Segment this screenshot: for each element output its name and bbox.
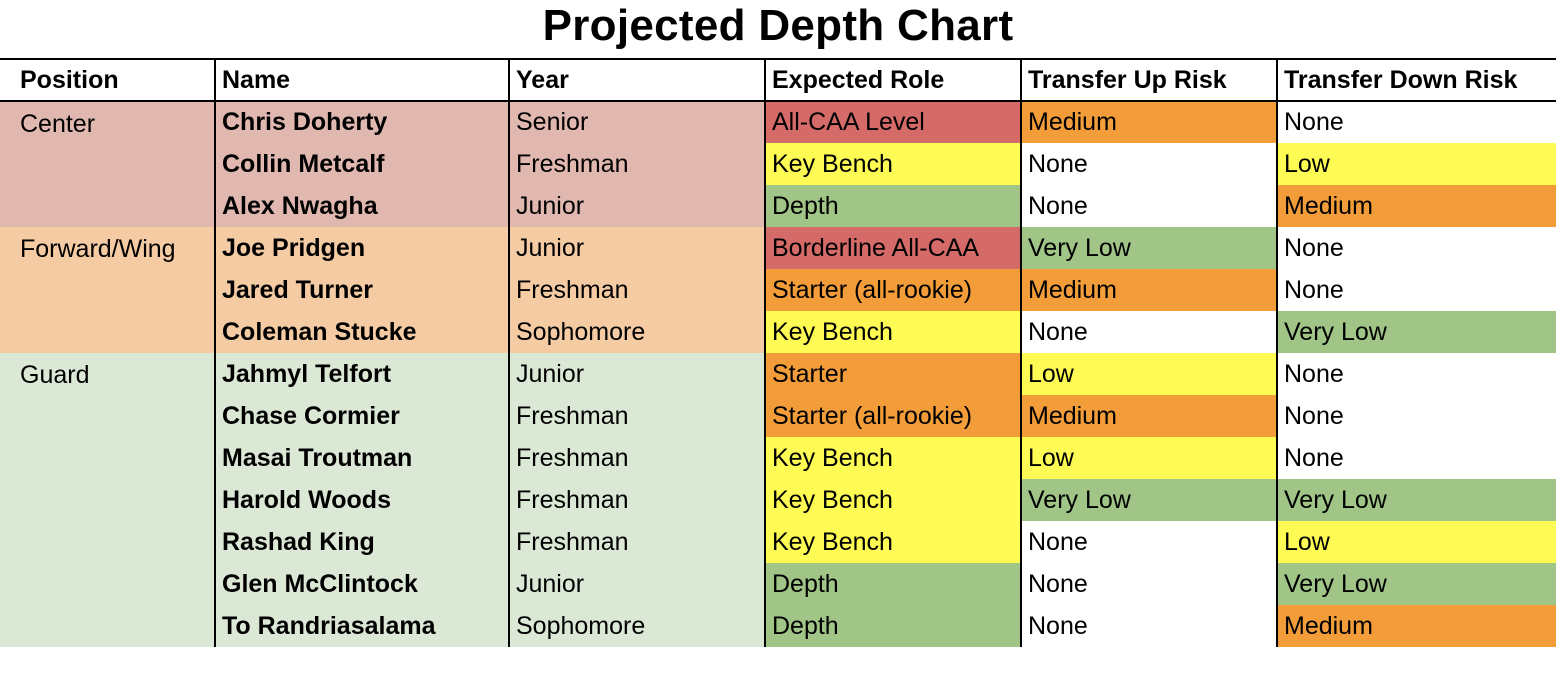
transfer-down-risk-cell[interactable]: None [1276, 437, 1556, 479]
table-row: Glen McClintock Junior Depth None Very Low [0, 563, 1556, 605]
year-cell[interactable]: Junior [508, 563, 765, 605]
position-group-cell[interactable]: Center [0, 101, 215, 227]
table-row: Rashad King Freshman Key Bench None Low [0, 521, 1556, 563]
transfer-up-risk-cell[interactable]: Low [1020, 353, 1277, 395]
expected-role-cell[interactable]: Key Bench [764, 521, 1021, 563]
header-row: Position Name Year Expected Role Transfe… [0, 58, 1556, 102]
player-name-cell[interactable]: Alex Nwagha [214, 185, 509, 227]
expected-role-cell[interactable]: Key Bench [764, 479, 1021, 521]
header-expected-role[interactable]: Expected Role [764, 58, 1021, 102]
expected-role-cell[interactable]: Starter (all-rookie) [764, 269, 1021, 311]
depth-chart-table: Position Name Year Expected Role Transfe… [0, 58, 1556, 647]
header-transfer-down-risk[interactable]: Transfer Down Risk [1276, 58, 1556, 102]
year-cell[interactable]: Senior [508, 101, 765, 143]
position-group-cell[interactable]: Guard [0, 353, 215, 647]
transfer-down-risk-cell[interactable]: None [1276, 269, 1556, 311]
transfer-down-risk-cell[interactable]: Very Low [1276, 311, 1556, 353]
page-title: Projected Depth Chart [542, 1, 1014, 50]
table-row: Jared Turner Freshman Starter (all-rookie)… [0, 269, 1556, 311]
expected-role-cell[interactable]: Depth [764, 563, 1021, 605]
transfer-up-risk-cell[interactable]: Medium [1020, 269, 1277, 311]
transfer-up-risk-cell[interactable]: Very Low [1020, 227, 1277, 269]
year-cell[interactable]: Sophomore [508, 311, 765, 353]
expected-role-cell[interactable]: Starter [764, 353, 1021, 395]
year-cell[interactable]: Sophomore [508, 605, 765, 647]
table-row: Chase Cormier Freshman Starter (all-rookie… [0, 395, 1556, 437]
transfer-up-risk-cell[interactable]: Very Low [1020, 479, 1277, 521]
player-name-cell[interactable]: Chase Cormier [214, 395, 509, 437]
table-row: Masai Troutman Freshman Key Bench Low None [0, 437, 1556, 479]
table-row: To Randriasalama Sophomore Depth None Medium [0, 605, 1556, 647]
transfer-up-risk-cell[interactable]: None [1020, 605, 1277, 647]
transfer-down-risk-cell[interactable]: Low [1276, 143, 1556, 185]
table-body: Center Chris Doherty Senior All-CAA Level Me… [0, 101, 1556, 647]
year-cell[interactable]: Freshman [508, 521, 765, 563]
year-cell[interactable]: Freshman [508, 269, 765, 311]
transfer-down-risk-cell[interactable]: Medium [1276, 605, 1556, 647]
position-group-cell[interactable]: Forward/Wing [0, 227, 215, 353]
year-cell[interactable]: Freshman [508, 437, 765, 479]
transfer-down-risk-cell[interactable]: Very Low [1276, 563, 1556, 605]
player-name-cell[interactable]: To Randriasalama [214, 605, 509, 647]
expected-role-cell[interactable]: All-CAA Level [764, 101, 1021, 143]
transfer-up-risk-cell[interactable]: Medium [1020, 101, 1277, 143]
transfer-down-risk-cell[interactable]: None [1276, 227, 1556, 269]
expected-role-cell[interactable]: Key Bench [764, 143, 1021, 185]
expected-role-cell[interactable]: Depth [764, 605, 1021, 647]
expected-role-cell[interactable]: Starter (all-rookie) [764, 395, 1021, 437]
table-row: Collin Metcalf Freshman Key Bench None Low [0, 143, 1556, 185]
transfer-up-risk-cell[interactable]: None [1020, 143, 1277, 185]
player-name-cell[interactable]: Joe Pridgen [214, 227, 509, 269]
transfer-up-risk-cell[interactable]: None [1020, 563, 1277, 605]
player-name-cell[interactable]: Masai Troutman [214, 437, 509, 479]
table-row: Coleman Stucke Sophomore Key Bench None Very… [0, 311, 1556, 353]
transfer-up-risk-cell[interactable]: Medium [1020, 395, 1277, 437]
player-name-cell[interactable]: Collin Metcalf [214, 143, 509, 185]
expected-role-cell[interactable]: Depth [764, 185, 1021, 227]
transfer-down-risk-cell[interactable]: Very Low [1276, 479, 1556, 521]
table-row: Center Chris Doherty Senior All-CAA Level Me… [0, 101, 1556, 227]
expected-role-cell[interactable]: Borderline All-CAA [764, 227, 1021, 269]
expected-role-cell[interactable]: Key Bench [764, 311, 1021, 353]
transfer-down-risk-cell[interactable]: Low [1276, 521, 1556, 563]
player-name-cell[interactable]: Glen McClintock [214, 563, 509, 605]
player-name-cell[interactable]: Coleman Stucke [214, 311, 509, 353]
header-year[interactable]: Year [508, 58, 765, 102]
header-position[interactable]: Position [0, 58, 215, 102]
transfer-up-risk-cell[interactable]: None [1020, 311, 1277, 353]
table-row: Harold Woods Freshman Key Bench Very Low Ver… [0, 479, 1556, 521]
transfer-down-risk-cell[interactable]: None [1276, 101, 1556, 143]
year-cell[interactable]: Junior [508, 353, 765, 395]
player-name-cell[interactable]: Jared Turner [214, 269, 509, 311]
transfer-up-risk-cell[interactable]: Low [1020, 437, 1277, 479]
year-cell[interactable]: Freshman [508, 395, 765, 437]
table-row: Alex Nwagha Junior Depth None Medium [0, 185, 1556, 227]
year-cell[interactable]: Freshman [508, 479, 765, 521]
player-name-cell[interactable]: Chris Doherty [214, 101, 509, 143]
player-name-cell[interactable]: Rashad King [214, 521, 509, 563]
year-cell[interactable]: Freshman [508, 143, 765, 185]
transfer-down-risk-cell[interactable]: None [1276, 395, 1556, 437]
transfer-up-risk-cell[interactable]: None [1020, 521, 1277, 563]
transfer-up-risk-cell[interactable]: None [1020, 185, 1277, 227]
transfer-down-risk-cell[interactable]: Medium [1276, 185, 1556, 227]
year-cell[interactable]: Junior [508, 185, 765, 227]
table-row: Forward/Wing Joe Pridgen Junior Borderline … [0, 227, 1556, 353]
header-transfer-up-risk[interactable]: Transfer Up Risk [1020, 58, 1277, 102]
player-name-cell[interactable]: Jahmyl Telfort [214, 353, 509, 395]
header-name[interactable]: Name [214, 58, 509, 102]
expected-role-cell[interactable]: Key Bench [764, 437, 1021, 479]
table-row: Guard Jahmyl Telfort Junior Starter Low None [0, 353, 1556, 647]
year-cell[interactable]: Junior [508, 227, 765, 269]
transfer-down-risk-cell[interactable]: None [1276, 353, 1556, 395]
player-name-cell[interactable]: Harold Woods [214, 479, 509, 521]
